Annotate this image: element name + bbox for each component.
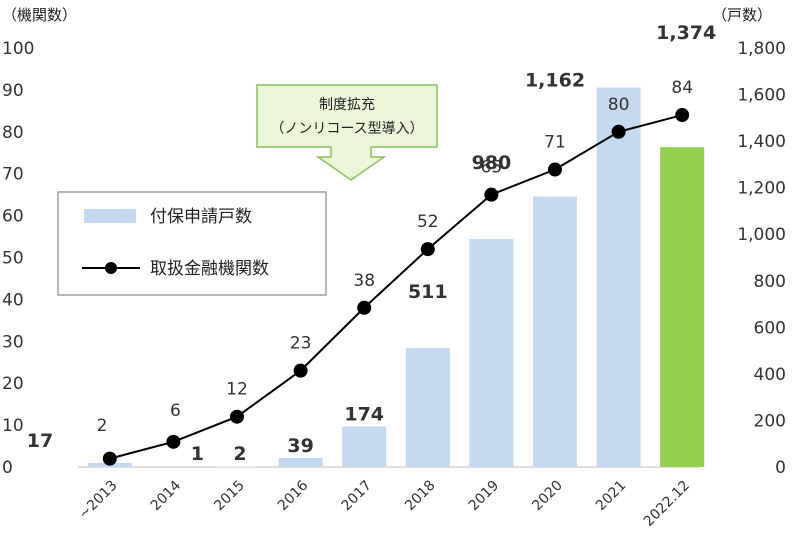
line-series — [102, 108, 690, 466]
bar-data-label: 39 — [287, 435, 313, 457]
x-tick-label: 2021 — [593, 478, 630, 515]
right-tick-label: 400 — [754, 365, 786, 385]
left-tick-label: 70 — [2, 165, 24, 185]
line-data-label: 80 — [608, 95, 630, 115]
bar — [533, 196, 577, 468]
line-data-label: 84 — [671, 78, 693, 98]
right-tick-label: 1,800 — [737, 39, 786, 59]
line-path — [109, 114, 683, 460]
x-tick-label: 2016 — [275, 477, 312, 514]
x-tick-label: 2020 — [529, 478, 566, 515]
x-tick-label: 2017 — [339, 478, 376, 515]
left-tick-label: 100 — [2, 39, 34, 59]
callout-arrow-shape — [256, 84, 438, 181]
left-tick-label: 40 — [2, 290, 24, 310]
x-tick-label: 2022.12 — [641, 478, 693, 530]
bar-data-label: 511 — [408, 281, 448, 303]
legend-bar-label: 付保申請戸数 — [150, 207, 252, 227]
bar-data-label: 174 — [344, 403, 384, 425]
line-point — [102, 451, 117, 466]
line-data-label: 12 — [226, 380, 248, 400]
line-point — [548, 162, 562, 177]
legend-bar-swatch — [84, 209, 136, 223]
x-tick-label: ~2013 — [76, 478, 121, 523]
right-tick-label: 1,200 — [737, 179, 786, 199]
bar-data-label: 1,374 — [656, 22, 716, 44]
bar — [405, 348, 450, 467]
right-tick-label: 0 — [775, 458, 786, 478]
line-data-label: 23 — [290, 334, 312, 354]
left-tick-label: 80 — [2, 123, 24, 143]
right-tick-label: 1,600 — [737, 86, 786, 106]
line-point — [166, 434, 181, 449]
line-point — [420, 242, 435, 257]
line-data-label: 65 — [481, 158, 503, 178]
left-tick-label: 20 — [2, 374, 24, 394]
right-tick-label: 1,400 — [737, 132, 786, 152]
bar-data-label: 1 — [191, 443, 204, 465]
line-point — [611, 124, 626, 139]
line-data-labels: 2 6 12 23 38 52 65 71 80 84 — [97, 78, 693, 436]
line-data-label: 2 — [97, 416, 108, 436]
line-point — [357, 300, 372, 315]
right-tick-label: 200 — [754, 411, 786, 431]
bar — [342, 426, 387, 467]
x-tick-label: 2014 — [148, 477, 185, 514]
left-tick-label: 30 — [2, 332, 24, 352]
left-tick-label: 0 — [2, 458, 13, 478]
line-data-label: 6 — [170, 401, 181, 421]
x-tick-label: 2015 — [211, 478, 248, 515]
left-tick-label: 90 — [2, 81, 24, 101]
line-data-label: 38 — [353, 271, 375, 291]
bar-data-label: 2 — [233, 443, 246, 465]
right-tick-label: 800 — [754, 272, 786, 292]
line-point — [484, 187, 499, 202]
bar-data-label: 17 — [27, 430, 53, 452]
expansion-callout: 制度拡充 （ノンリコース型導入） — [256, 84, 438, 181]
left-tick-label: 10 — [2, 416, 24, 436]
callout-line-2: （ノンリコース型導入） — [270, 121, 423, 137]
line-data-label: 52 — [417, 212, 439, 232]
right-axis-unit: （戸数） — [712, 6, 772, 24]
bar — [278, 457, 323, 467]
legend: 付保申請戸数 取扱金融機関数 — [57, 191, 327, 296]
line-point — [293, 363, 308, 378]
line-point — [675, 108, 690, 123]
bar — [660, 147, 705, 467]
left-axis-ticks: 0 10 20 30 40 50 60 70 80 90 100 — [2, 39, 34, 478]
bar-data-label: 1,162 — [525, 70, 585, 92]
right-tick-label: 1,000 — [737, 225, 786, 245]
left-tick-label: 60 — [2, 207, 24, 227]
x-tick-label: 2019 — [466, 478, 503, 515]
x-tick-label: 2018 — [402, 478, 439, 515]
legend-line-label: 取扱金融機関数 — [150, 259, 269, 279]
legend-line-marker — [105, 262, 117, 274]
line-point — [230, 409, 244, 424]
bar-series — [87, 87, 705, 468]
bar-data-label: 980 — [472, 152, 512, 174]
line-data-label: 71 — [544, 133, 566, 153]
left-axis-unit: （機関数） — [2, 6, 77, 24]
bar — [596, 87, 641, 468]
x-axis-labels: ~2013 2014 2015 2016 2017 2018 2019 2020 2021 202… — [76, 477, 693, 529]
bar — [469, 238, 514, 467]
left-tick-label: 50 — [2, 249, 24, 269]
callout-line-1: 制度拡充 — [319, 97, 375, 113]
right-axis-ticks: 0 200 400 600 800 1,000 1,200 1,400 1,600 1,800 — [737, 39, 786, 478]
right-tick-label: 600 — [754, 318, 786, 338]
